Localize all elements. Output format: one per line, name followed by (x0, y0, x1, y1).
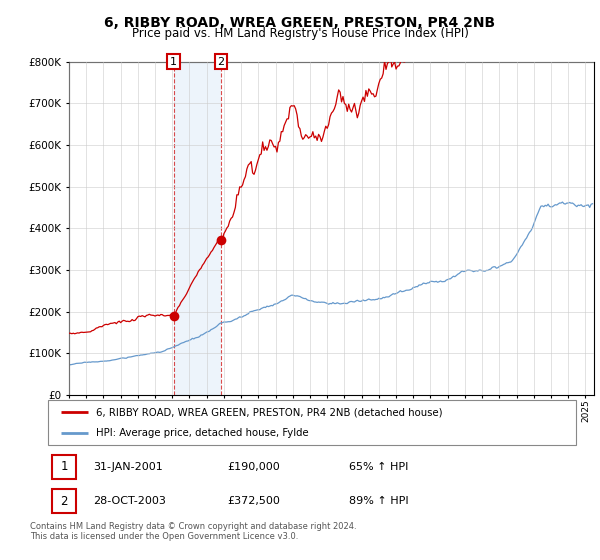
Text: £372,500: £372,500 (227, 496, 280, 506)
Text: 2: 2 (217, 57, 224, 67)
Text: 6, RIBBY ROAD, WREA GREEN, PRESTON, PR4 2NB: 6, RIBBY ROAD, WREA GREEN, PRESTON, PR4 … (104, 16, 496, 30)
FancyBboxPatch shape (48, 400, 576, 445)
Text: 28-OCT-2003: 28-OCT-2003 (93, 496, 166, 506)
Text: Contains HM Land Registry data © Crown copyright and database right 2024.
This d: Contains HM Land Registry data © Crown c… (30, 522, 356, 542)
Text: 2: 2 (61, 494, 68, 507)
Text: 1: 1 (61, 460, 68, 473)
Text: 6, RIBBY ROAD, WREA GREEN, PRESTON, PR4 2NB (detached house): 6, RIBBY ROAD, WREA GREEN, PRESTON, PR4 … (95, 408, 442, 418)
Text: 31-JAN-2001: 31-JAN-2001 (93, 462, 163, 472)
Bar (173, 62, 221, 395)
Text: Price paid vs. HM Land Registry's House Price Index (HPI): Price paid vs. HM Land Registry's House … (131, 27, 469, 40)
FancyBboxPatch shape (52, 455, 76, 479)
Text: 65% ↑ HPI: 65% ↑ HPI (349, 462, 409, 472)
Text: HPI: Average price, detached house, Fylde: HPI: Average price, detached house, Fyld… (95, 428, 308, 438)
Text: 1: 1 (170, 57, 177, 67)
FancyBboxPatch shape (52, 489, 76, 514)
Text: 89% ↑ HPI: 89% ↑ HPI (349, 496, 409, 506)
Text: £190,000: £190,000 (227, 462, 280, 472)
